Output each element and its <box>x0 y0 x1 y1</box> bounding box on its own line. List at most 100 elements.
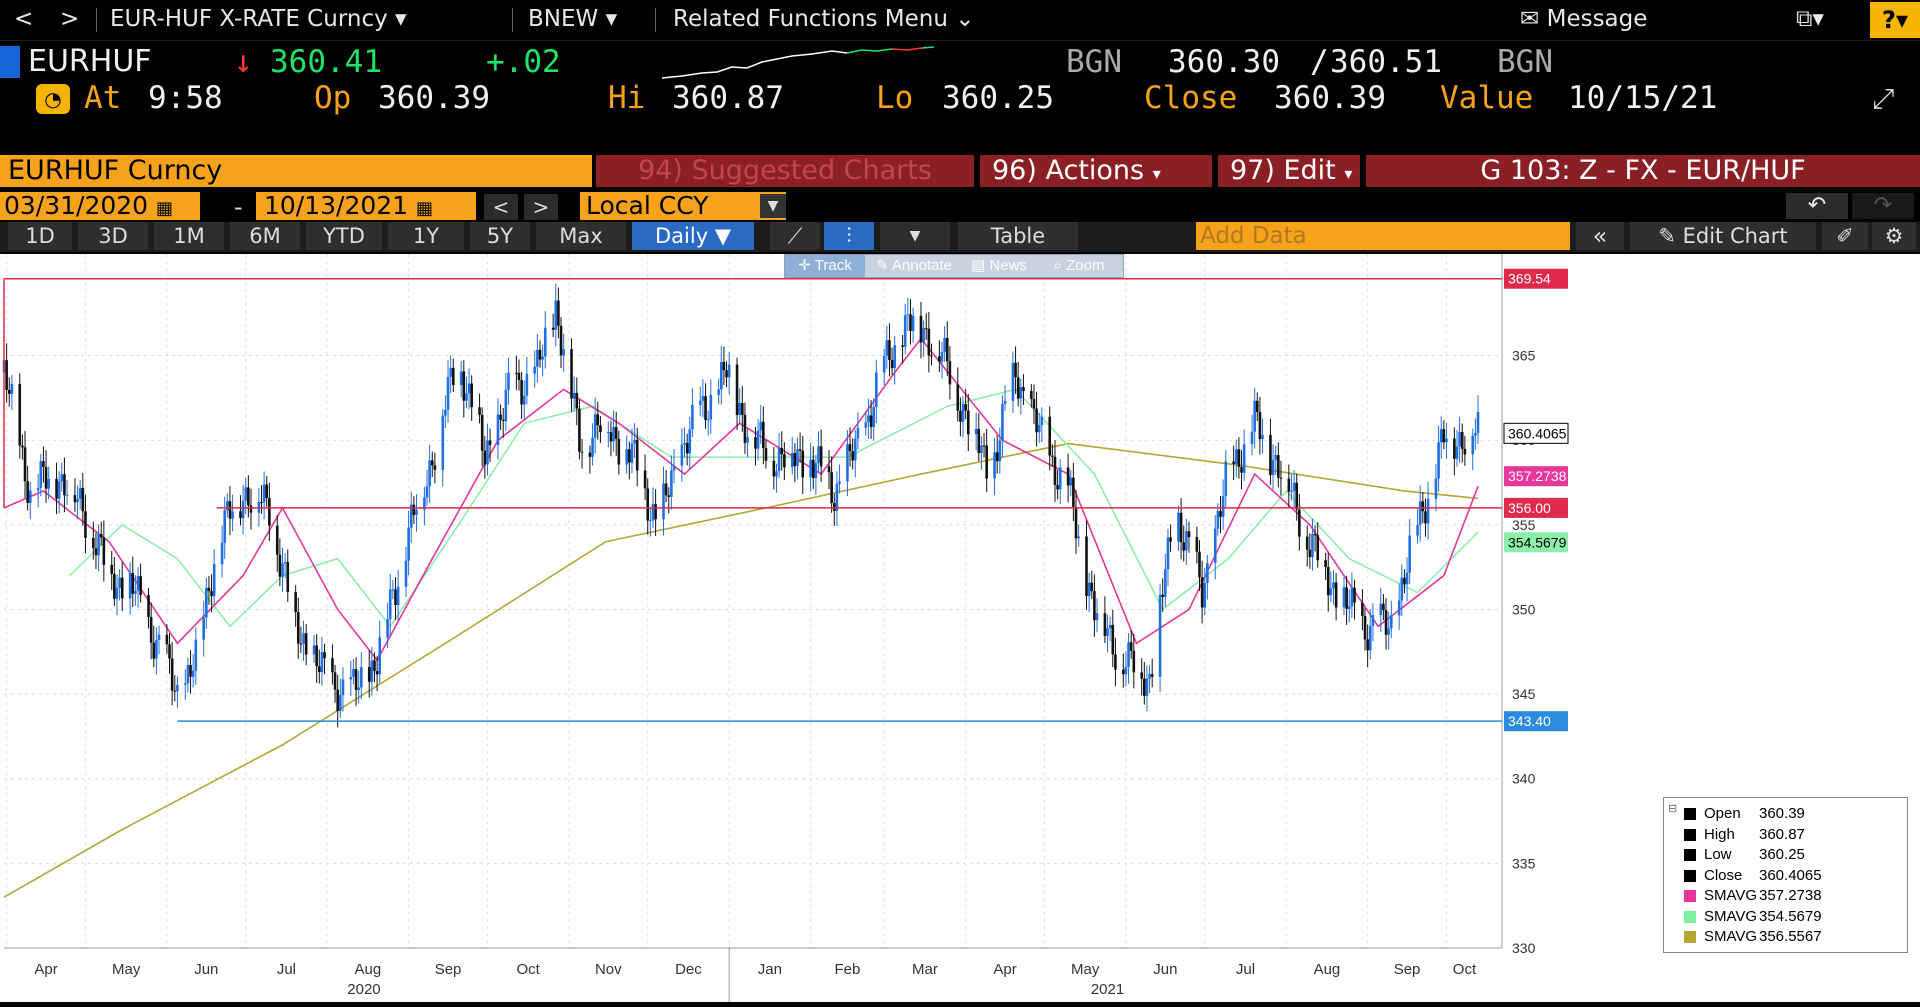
period-6m[interactable]: 6M <box>230 222 300 250</box>
legend-row: High 360.87 <box>1684 825 1805 845</box>
x-tick-label: Aug <box>355 961 382 978</box>
candle-body <box>26 481 29 503</box>
prev-period-button[interactable]: < <box>484 194 518 220</box>
candle-body <box>617 438 621 465</box>
candle-body <box>110 564 114 574</box>
legend-label: SMAVG <box>1704 907 1758 925</box>
legend-value: 357.2738 <box>1759 887 1822 904</box>
candle-body <box>985 445 988 479</box>
chart-settings-icon[interactable]: ✐ <box>1822 222 1868 250</box>
candle-body <box>1298 509 1301 537</box>
candle-body <box>228 501 232 519</box>
zoom-tool[interactable]: ⌕ Zoom <box>1037 255 1121 277</box>
candle-body <box>1347 606 1351 609</box>
x-tick-label: Dec <box>675 961 702 978</box>
candle-body <box>888 340 891 361</box>
candle-body <box>134 590 137 594</box>
price-chart[interactable]: Apr May Jun Jul Aug Sep Oct Nov Dec Jan Feb Mar Apr M… <box>0 254 1920 1002</box>
suggested-charts-button[interactable]: 94) Suggested Charts <box>596 155 974 187</box>
legend-label: Open <box>1704 805 1741 822</box>
currency-select[interactable]: Local CCY <box>580 192 786 220</box>
add-data-input[interactable]: Add Data <box>1196 222 1570 250</box>
candle-body <box>47 478 50 489</box>
annotate-tool[interactable]: ✎ Annotate <box>867 255 961 277</box>
forward-button[interactable]: > <box>60 6 80 32</box>
candle-body <box>207 587 211 592</box>
edit-chart-button[interactable]: ✎ Edit Chart <box>1630 222 1816 250</box>
export-icon[interactable]: ⤢ <box>1872 82 1895 115</box>
legend-collapse-icon[interactable]: ⊟ <box>1668 803 1678 815</box>
candle-body <box>832 503 836 511</box>
x-tick-label: Sep <box>1394 961 1421 978</box>
candle-body <box>1403 577 1406 585</box>
security-menu[interactable]: EUR-HUF X-RATE Curncy ▾ <box>110 6 407 32</box>
gauge-icon[interactable]: ◔ <box>36 84 70 114</box>
calendar-icon[interactable]: ▦ <box>416 198 434 219</box>
candle-body <box>1179 512 1183 543</box>
candle-body <box>1269 435 1272 476</box>
down-arrow-icon: ↓ <box>234 44 253 80</box>
period-3d[interactable]: 3D <box>78 222 148 250</box>
candle-body <box>425 486 429 498</box>
actions-menu[interactable]: 96) Actions ▾ <box>980 155 1212 187</box>
candle-body <box>84 511 87 538</box>
candle-body <box>872 406 875 428</box>
candle-body <box>517 372 521 381</box>
candle-body <box>995 452 999 462</box>
window-menu-icon[interactable]: ⧉▾ <box>1796 6 1824 32</box>
related-functions-menu[interactable]: Related Functions Menu ⌄ <box>673 6 975 32</box>
candlestick-icon[interactable]: ⫶ <box>824 222 874 250</box>
start-date-field[interactable]: 03/31/2020 ▦ <box>0 192 200 220</box>
actions-label: 96) Actions <box>992 155 1145 186</box>
end-date-field[interactable]: 10/13/2021 ▦ <box>256 192 476 220</box>
candle-body <box>1445 438 1448 443</box>
candle-body <box>1389 615 1393 629</box>
x-tick-label: Jul <box>1236 961 1255 978</box>
chevron-down-icon[interactable]: ▼ <box>760 194 786 218</box>
candle-body <box>612 427 615 442</box>
x-tick-label: Aug <box>1314 961 1341 978</box>
period-1m[interactable]: 1M <box>154 222 224 250</box>
gear-icon[interactable]: ⚙ <box>1872 222 1916 250</box>
frequency-select[interactable]: Daily ▼ <box>632 222 754 250</box>
candle-body <box>210 591 213 597</box>
redo-icon[interactable]: ↷ <box>1852 193 1914 219</box>
period-1y[interactable]: 1Y <box>388 222 464 250</box>
back-button[interactable]: < <box>14 6 34 32</box>
candle-body <box>856 427 860 439</box>
edit-menu[interactable]: 97) Edit ▾ <box>1218 155 1360 187</box>
period-max[interactable]: Max <box>536 222 626 250</box>
period-5y[interactable]: 5Y <box>470 222 530 250</box>
calendar-icon[interactable]: ▦ <box>156 198 174 219</box>
candle-body <box>504 389 508 421</box>
candle-body <box>756 430 760 449</box>
chart-canvas[interactable]: Apr May Jun Jul Aug Sep Oct Nov Dec Jan Feb Mar Apr M… <box>0 254 1920 1002</box>
candle-body <box>194 639 198 671</box>
candle-body <box>980 445 983 454</box>
help-button[interactable]: ?▾ <box>1870 2 1920 38</box>
line-chart-icon[interactable]: ⟋ <box>770 222 820 250</box>
candle-body <box>315 645 318 667</box>
period-ytd[interactable]: YTD <box>306 222 382 250</box>
candle-body <box>625 449 629 465</box>
security-field[interactable]: EURHUF Curncy <box>0 155 592 187</box>
candle-body <box>1324 560 1327 568</box>
news-tool[interactable]: ▤ News <box>963 255 1035 277</box>
x-tick-label: Jun <box>1153 961 1177 978</box>
next-period-button[interactable]: > <box>524 194 558 220</box>
candle-body <box>1274 454 1277 460</box>
period-1d[interactable]: 1D <box>8 222 72 250</box>
candle-body <box>283 562 287 564</box>
function-title: G 103: Z - FX - EUR/HUF <box>1366 155 1920 187</box>
candle-body <box>76 498 79 503</box>
chevron-down-icon[interactable]: ▼ <box>880 222 950 250</box>
message-button[interactable]: ✉ Message <box>1520 6 1647 32</box>
candle-body <box>94 548 98 556</box>
track-tool[interactable]: ✛ Track <box>785 255 865 277</box>
table-button[interactable]: Table <box>958 222 1078 250</box>
x-tick-label: May <box>112 961 141 978</box>
undo-icon[interactable]: ↶ <box>1786 193 1848 219</box>
source-menu[interactable]: BNEW ▾ <box>528 6 617 32</box>
currency-value: Local CCY <box>586 191 709 220</box>
collapse-icon[interactable]: « <box>1576 222 1624 250</box>
